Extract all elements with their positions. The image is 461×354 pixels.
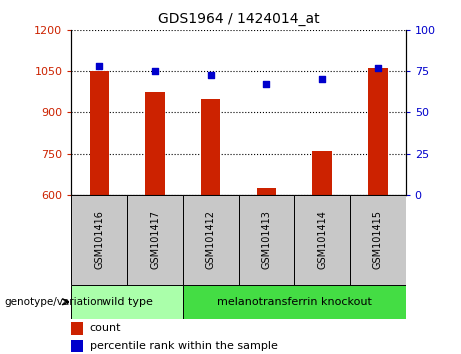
Bar <box>183 285 406 319</box>
Bar <box>294 195 350 285</box>
Text: melanotransferrin knockout: melanotransferrin knockout <box>217 297 372 307</box>
Bar <box>127 195 183 285</box>
Text: genotype/variation: genotype/variation <box>5 297 104 307</box>
Bar <box>71 285 183 319</box>
Text: count: count <box>90 323 121 333</box>
Bar <box>71 340 83 352</box>
Text: percentile rank within the sample: percentile rank within the sample <box>90 341 278 351</box>
Bar <box>201 99 220 195</box>
Bar <box>368 68 388 195</box>
Text: GSM101417: GSM101417 <box>150 210 160 269</box>
Bar <box>89 71 109 195</box>
Bar <box>313 151 332 195</box>
Text: GSM101416: GSM101416 <box>95 210 104 269</box>
Text: GSM101415: GSM101415 <box>373 210 383 269</box>
Bar <box>183 195 238 285</box>
Text: GSM101413: GSM101413 <box>261 210 272 269</box>
Point <box>95 63 103 69</box>
Text: GSM101412: GSM101412 <box>206 210 216 269</box>
Title: GDS1964 / 1424014_at: GDS1964 / 1424014_at <box>158 12 319 26</box>
Point <box>374 65 382 71</box>
Point <box>263 81 270 87</box>
Bar <box>145 92 165 195</box>
Text: GSM101414: GSM101414 <box>317 210 327 269</box>
Point <box>207 72 214 78</box>
Bar <box>257 188 276 195</box>
Point <box>319 76 326 82</box>
Bar <box>71 195 127 285</box>
Bar <box>71 322 83 335</box>
Bar <box>350 195 406 285</box>
Bar <box>238 195 294 285</box>
Text: wild type: wild type <box>102 297 153 307</box>
Point <box>151 68 159 74</box>
